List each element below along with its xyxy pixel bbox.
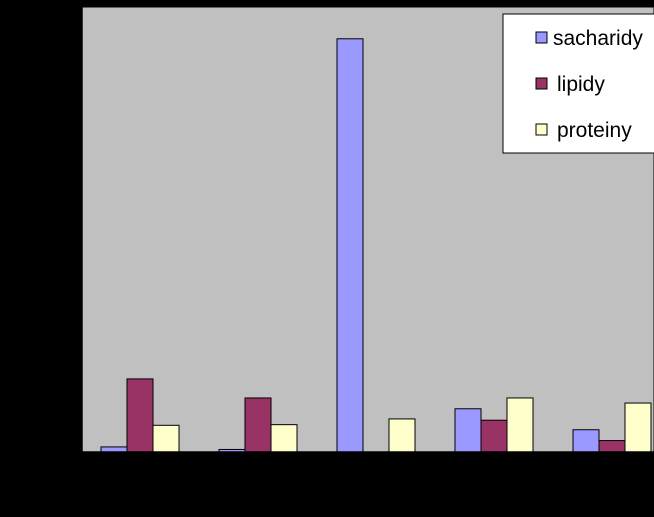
- bar-proteiny-5: [624, 402, 652, 453]
- bar-lipidy-4: [480, 419, 508, 453]
- legend-label-proteiny: proteiny: [557, 119, 632, 142]
- bar-sacharidy-1: [100, 446, 128, 453]
- bar-sacharidy-4: [454, 408, 482, 453]
- bar-lipidy-5: [598, 440, 626, 453]
- y-axis-ticks: [77, 6, 82, 453]
- bar-proteiny-3: [388, 418, 416, 453]
- legend-swatch-sacharidy: [535, 31, 548, 44]
- legend-box: [502, 13, 654, 154]
- bar-lipidy-1: [126, 378, 154, 453]
- legend: sacharidy lipidy proteiny: [502, 13, 654, 154]
- bar-proteiny-1: [152, 424, 180, 453]
- bar-sacharidy-3: [336, 38, 364, 453]
- bar-proteiny-2: [270, 424, 298, 453]
- legend-swatch-lipidy: [535, 77, 548, 90]
- legend-label-lipidy: lipidy: [557, 73, 605, 96]
- bar-lipidy-2: [244, 397, 272, 453]
- legend-label-sacharidy: sacharidy: [553, 27, 643, 50]
- bar-proteiny-4: [506, 397, 534, 453]
- bar-sacharidy-5: [572, 429, 600, 453]
- bars: [100, 38, 652, 453]
- legend-swatch-proteiny: [535, 123, 548, 136]
